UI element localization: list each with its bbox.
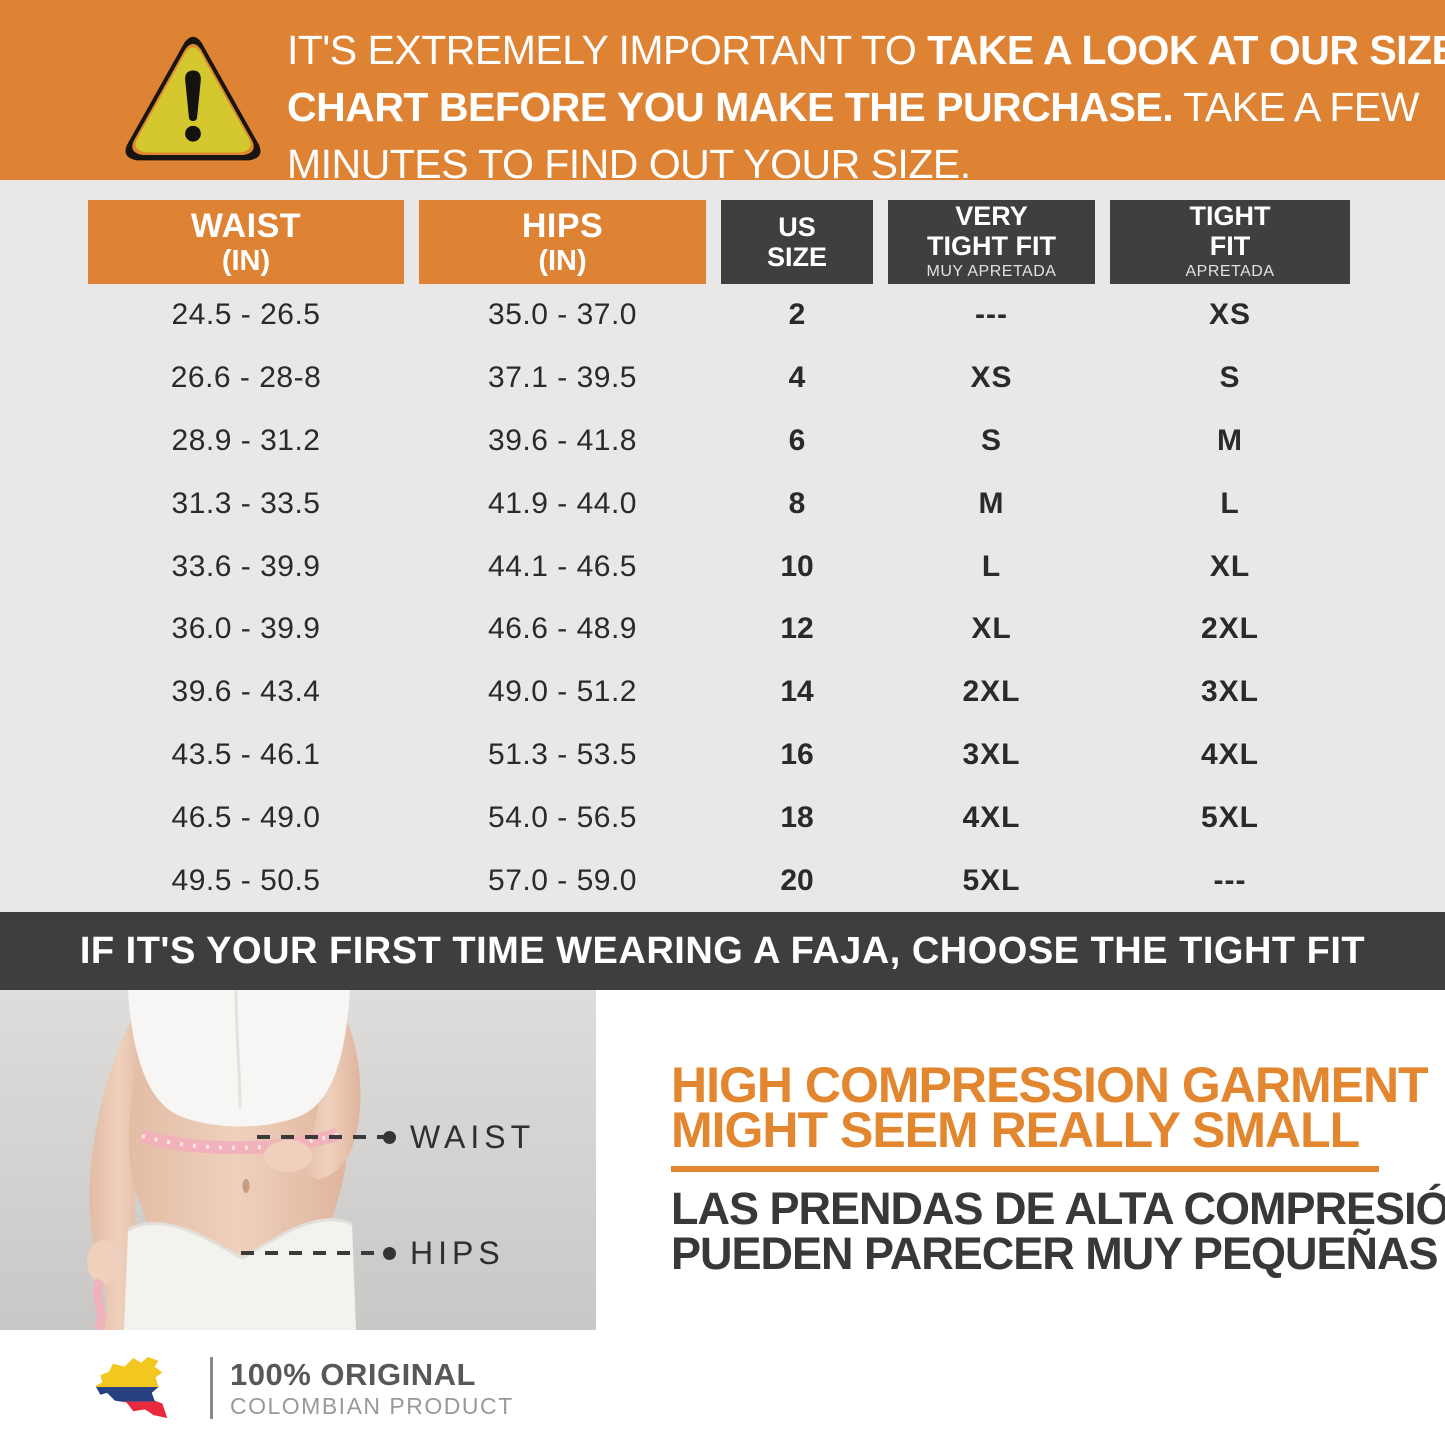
promo-headline-line1: HIGH COMPRESSION GARMENT [671, 1057, 1429, 1113]
warning-triangle-icon [125, 36, 261, 161]
hips-range: 51.3 - 53.5 [488, 737, 637, 771]
very-tight-fit-size: 3XL [962, 737, 1021, 771]
hips-range: 41.9 - 44.0 [488, 486, 637, 520]
top-warning-banner: IT'S EXTREMELY IMPORTANT TO TAKE A LOOK … [0, 0, 1445, 187]
hips-callout-line [241, 1251, 385, 1255]
waist-range: 28.9 - 31.2 [171, 423, 321, 457]
promo-subline-line2: PUEDEN PARECER MUY PEQUEÑAS [671, 1228, 1438, 1279]
tight-fit-size: S [1219, 361, 1241, 395]
us-size: 6 [788, 423, 806, 457]
tight-fit-size: 5XL [1200, 800, 1260, 834]
very-tight-fit-size: XL [971, 612, 1012, 646]
origin-badge: 100% ORIGINAL COLOMBIAN PRODUCT [92, 1356, 514, 1420]
tight-fit-size: 3XL [1200, 675, 1260, 709]
column-header-very-tight-fit: VERY TIGHT FIT MUY APRETADA [888, 200, 1095, 284]
very-tight-fit-size: 4XL [962, 800, 1021, 834]
hips-range: 44.1 - 46.5 [488, 549, 637, 583]
waist-range: 31.3 - 33.5 [171, 486, 321, 520]
us-size: 2 [788, 298, 806, 332]
origin-badge-title: 100% ORIGINAL [230, 1356, 476, 1392]
very-tight-fit-size: 2XL [962, 675, 1021, 709]
waist-range: 43.5 - 46.1 [171, 737, 321, 771]
waist-range: 36.0 - 39.9 [171, 612, 321, 646]
column-header-waist: WAIST (IN) [88, 200, 404, 284]
hips-range: 46.6 - 48.9 [488, 612, 637, 646]
column-header-tight-fit: TIGHT FIT APRETADA [1110, 200, 1350, 284]
us-size: 16 [780, 737, 814, 771]
hips-range: 35.0 - 37.0 [488, 298, 637, 332]
us-size: 18 [780, 800, 814, 834]
waist-label: WAIST [410, 1119, 536, 1155]
promo-subline-line1: LAS PRENDAS DE ALTA COMPRESIÓN [671, 1183, 1445, 1234]
model-photo-illustration [0, 989, 596, 1333]
very-tight-fit-size: L [981, 549, 1002, 583]
tight-fit-size: M [1217, 423, 1243, 457]
column-header-hips: HIPS (IN) [419, 200, 706, 284]
very-tight-fit-size: --- [975, 298, 1008, 332]
hips-range: 57.0 - 59.0 [488, 863, 637, 897]
banner-line-3: MINUTES TO FIND OUT YOUR SIZE. [287, 141, 971, 187]
hips-callout-dot [383, 1247, 396, 1260]
tight-fit-size: --- [1213, 863, 1247, 897]
banner-line-1: IT'S EXTREMELY IMPORTANT TO TAKE A LOOK … [287, 27, 1445, 73]
woman-measuring-waist-photo [0, 989, 596, 1333]
very-tight-fit-size: S [980, 423, 1002, 457]
hips-range: 39.6 - 41.8 [488, 423, 637, 457]
waist-range: 39.6 - 43.4 [171, 675, 321, 709]
waist-callout-line [257, 1135, 385, 1139]
first-time-faja-banner: IF IT'S YOUR FIRST TIME WEARING A FAJA, … [0, 912, 1445, 990]
hips-range: 49.0 - 51.2 [488, 675, 637, 709]
first-time-faja-text: IF IT'S YOUR FIRST TIME WEARING A FAJA, … [79, 929, 1366, 972]
waist-range: 24.5 - 26.5 [171, 298, 321, 332]
waist-range: 49.5 - 50.5 [171, 863, 321, 897]
hips-range: 54.0 - 56.5 [488, 800, 637, 834]
very-tight-fit-size: 5XL [962, 863, 1021, 897]
hips-label: HIPS [410, 1235, 505, 1271]
top-banner-text: IT'S EXTREMELY IMPORTANT TO TAKE A LOOK … [287, 22, 1445, 193]
waist-callout-dot [383, 1131, 396, 1144]
promo-headline-line2: MIGHT SEEM REALLY SMALL [671, 1102, 1360, 1158]
us-size: 14 [780, 675, 814, 709]
tight-fit-size: XL [1209, 549, 1251, 583]
origin-badge-divider [210, 1357, 213, 1419]
hips-range: 37.1 - 39.5 [488, 361, 637, 395]
tight-fit-size: 2XL [1200, 612, 1260, 646]
waist-range: 26.6 - 28-8 [170, 361, 322, 395]
compression-promo-block: HIGH COMPRESSION GARMENT MIGHT SEEM REAL… [671, 1057, 1445, 1279]
size-chart-table: WAIST (IN) HIPS (IN) US SIZE VERY TIGHT … [0, 180, 1445, 912]
origin-badge-subtitle: COLOMBIAN PRODUCT [230, 1392, 514, 1419]
us-size: 12 [780, 612, 814, 646]
us-size: 20 [780, 863, 814, 897]
promo-divider [671, 1166, 1379, 1172]
us-size: 4 [788, 361, 806, 395]
waist-range: 46.5 - 49.0 [171, 800, 321, 834]
column-header-us-size: US SIZE [721, 200, 873, 284]
us-size: 10 [780, 549, 814, 583]
banner-line-2: CHART BEFORE YOU MAKE THE PURCHASE. TAKE… [287, 84, 1419, 130]
very-tight-fit-size: M [978, 486, 1005, 520]
waist-range: 33.6 - 39.9 [171, 549, 321, 583]
tight-fit-size: L [1220, 486, 1240, 520]
us-size: 8 [788, 486, 806, 520]
tight-fit-size: XS [1208, 298, 1252, 332]
very-tight-fit-size: XS [970, 361, 1013, 395]
tight-fit-size: 4XL [1200, 737, 1260, 771]
colombia-map-icon [95, 1356, 168, 1419]
